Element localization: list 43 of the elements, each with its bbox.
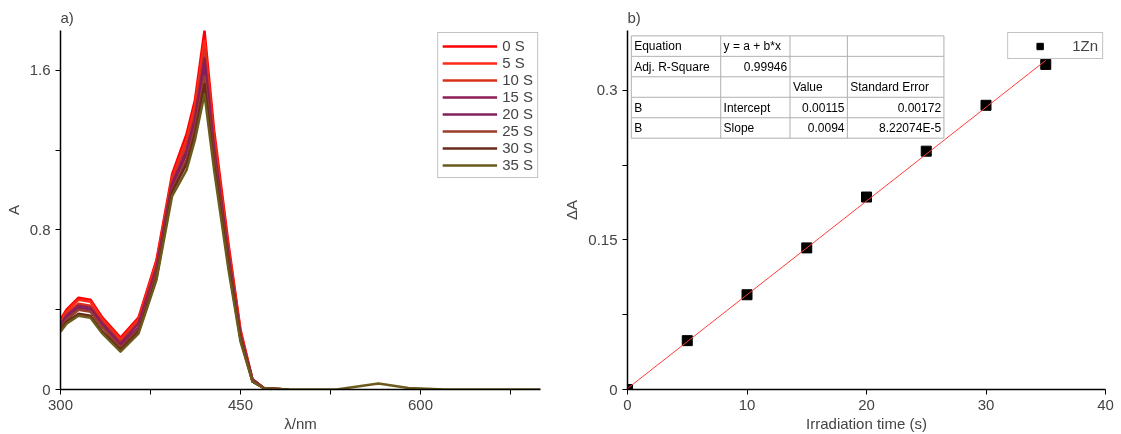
y-tick-label: 1.6 xyxy=(29,61,51,79)
y-axis-title: ΔA xyxy=(563,199,581,221)
x-axis-title: λ/nm xyxy=(284,414,317,432)
annotation: 8.22074E-5 xyxy=(879,120,942,135)
legend-label: 25 S xyxy=(502,122,533,139)
annotation: Intercept xyxy=(723,100,771,115)
annotation: 0.00115 xyxy=(802,101,845,116)
legend-label: 0 S xyxy=(502,37,525,54)
annotation: Slope xyxy=(723,120,755,135)
x-tick-label: 0 xyxy=(623,395,632,413)
legend-label: 5 S xyxy=(502,54,525,71)
x-tick-label: 40 xyxy=(1097,395,1114,413)
x-tick-label: 300 xyxy=(47,395,74,413)
legend-label: 35 S xyxy=(502,156,533,173)
annotation: y = a + b*x xyxy=(723,39,781,54)
y-axis-title: A xyxy=(4,204,22,215)
chart-title: a) xyxy=(60,8,74,26)
legend-label: 30 S xyxy=(502,139,533,156)
x-tick-label: 600 xyxy=(407,395,434,413)
annotation: 0.0094 xyxy=(807,121,845,136)
chart-title: b) xyxy=(627,8,641,26)
y-tick-label: 0 xyxy=(609,380,618,398)
annotation: Value xyxy=(792,80,824,95)
x-tick-label: 10 xyxy=(738,395,756,413)
legend-label: 1Zn xyxy=(1072,37,1098,54)
y-tick-label: 0.8 xyxy=(29,220,51,238)
y-tick-label: 0.15 xyxy=(588,230,618,248)
x-axis-title: Irradiation time (s) xyxy=(806,414,927,432)
annotation: Standard Error xyxy=(850,80,929,95)
annotation: B xyxy=(634,120,643,135)
y-tick-label: 0.3 xyxy=(596,81,618,99)
annotation: Adj. R-Square xyxy=(634,59,710,74)
legend-label: 20 S xyxy=(502,105,533,122)
annotation: 0.99946 xyxy=(743,60,788,75)
legend-label: 10 S xyxy=(502,71,533,88)
x-tick-label: 30 xyxy=(977,395,995,413)
x-tick-label: 20 xyxy=(858,395,875,413)
annotation: B xyxy=(634,100,643,115)
annotation: Equation xyxy=(634,39,682,54)
legend-label: 15 S xyxy=(502,88,533,105)
y-tick-label: 0 xyxy=(42,380,51,398)
x-tick-label: 450 xyxy=(227,395,254,413)
annotation: 0.00172 xyxy=(897,101,942,116)
